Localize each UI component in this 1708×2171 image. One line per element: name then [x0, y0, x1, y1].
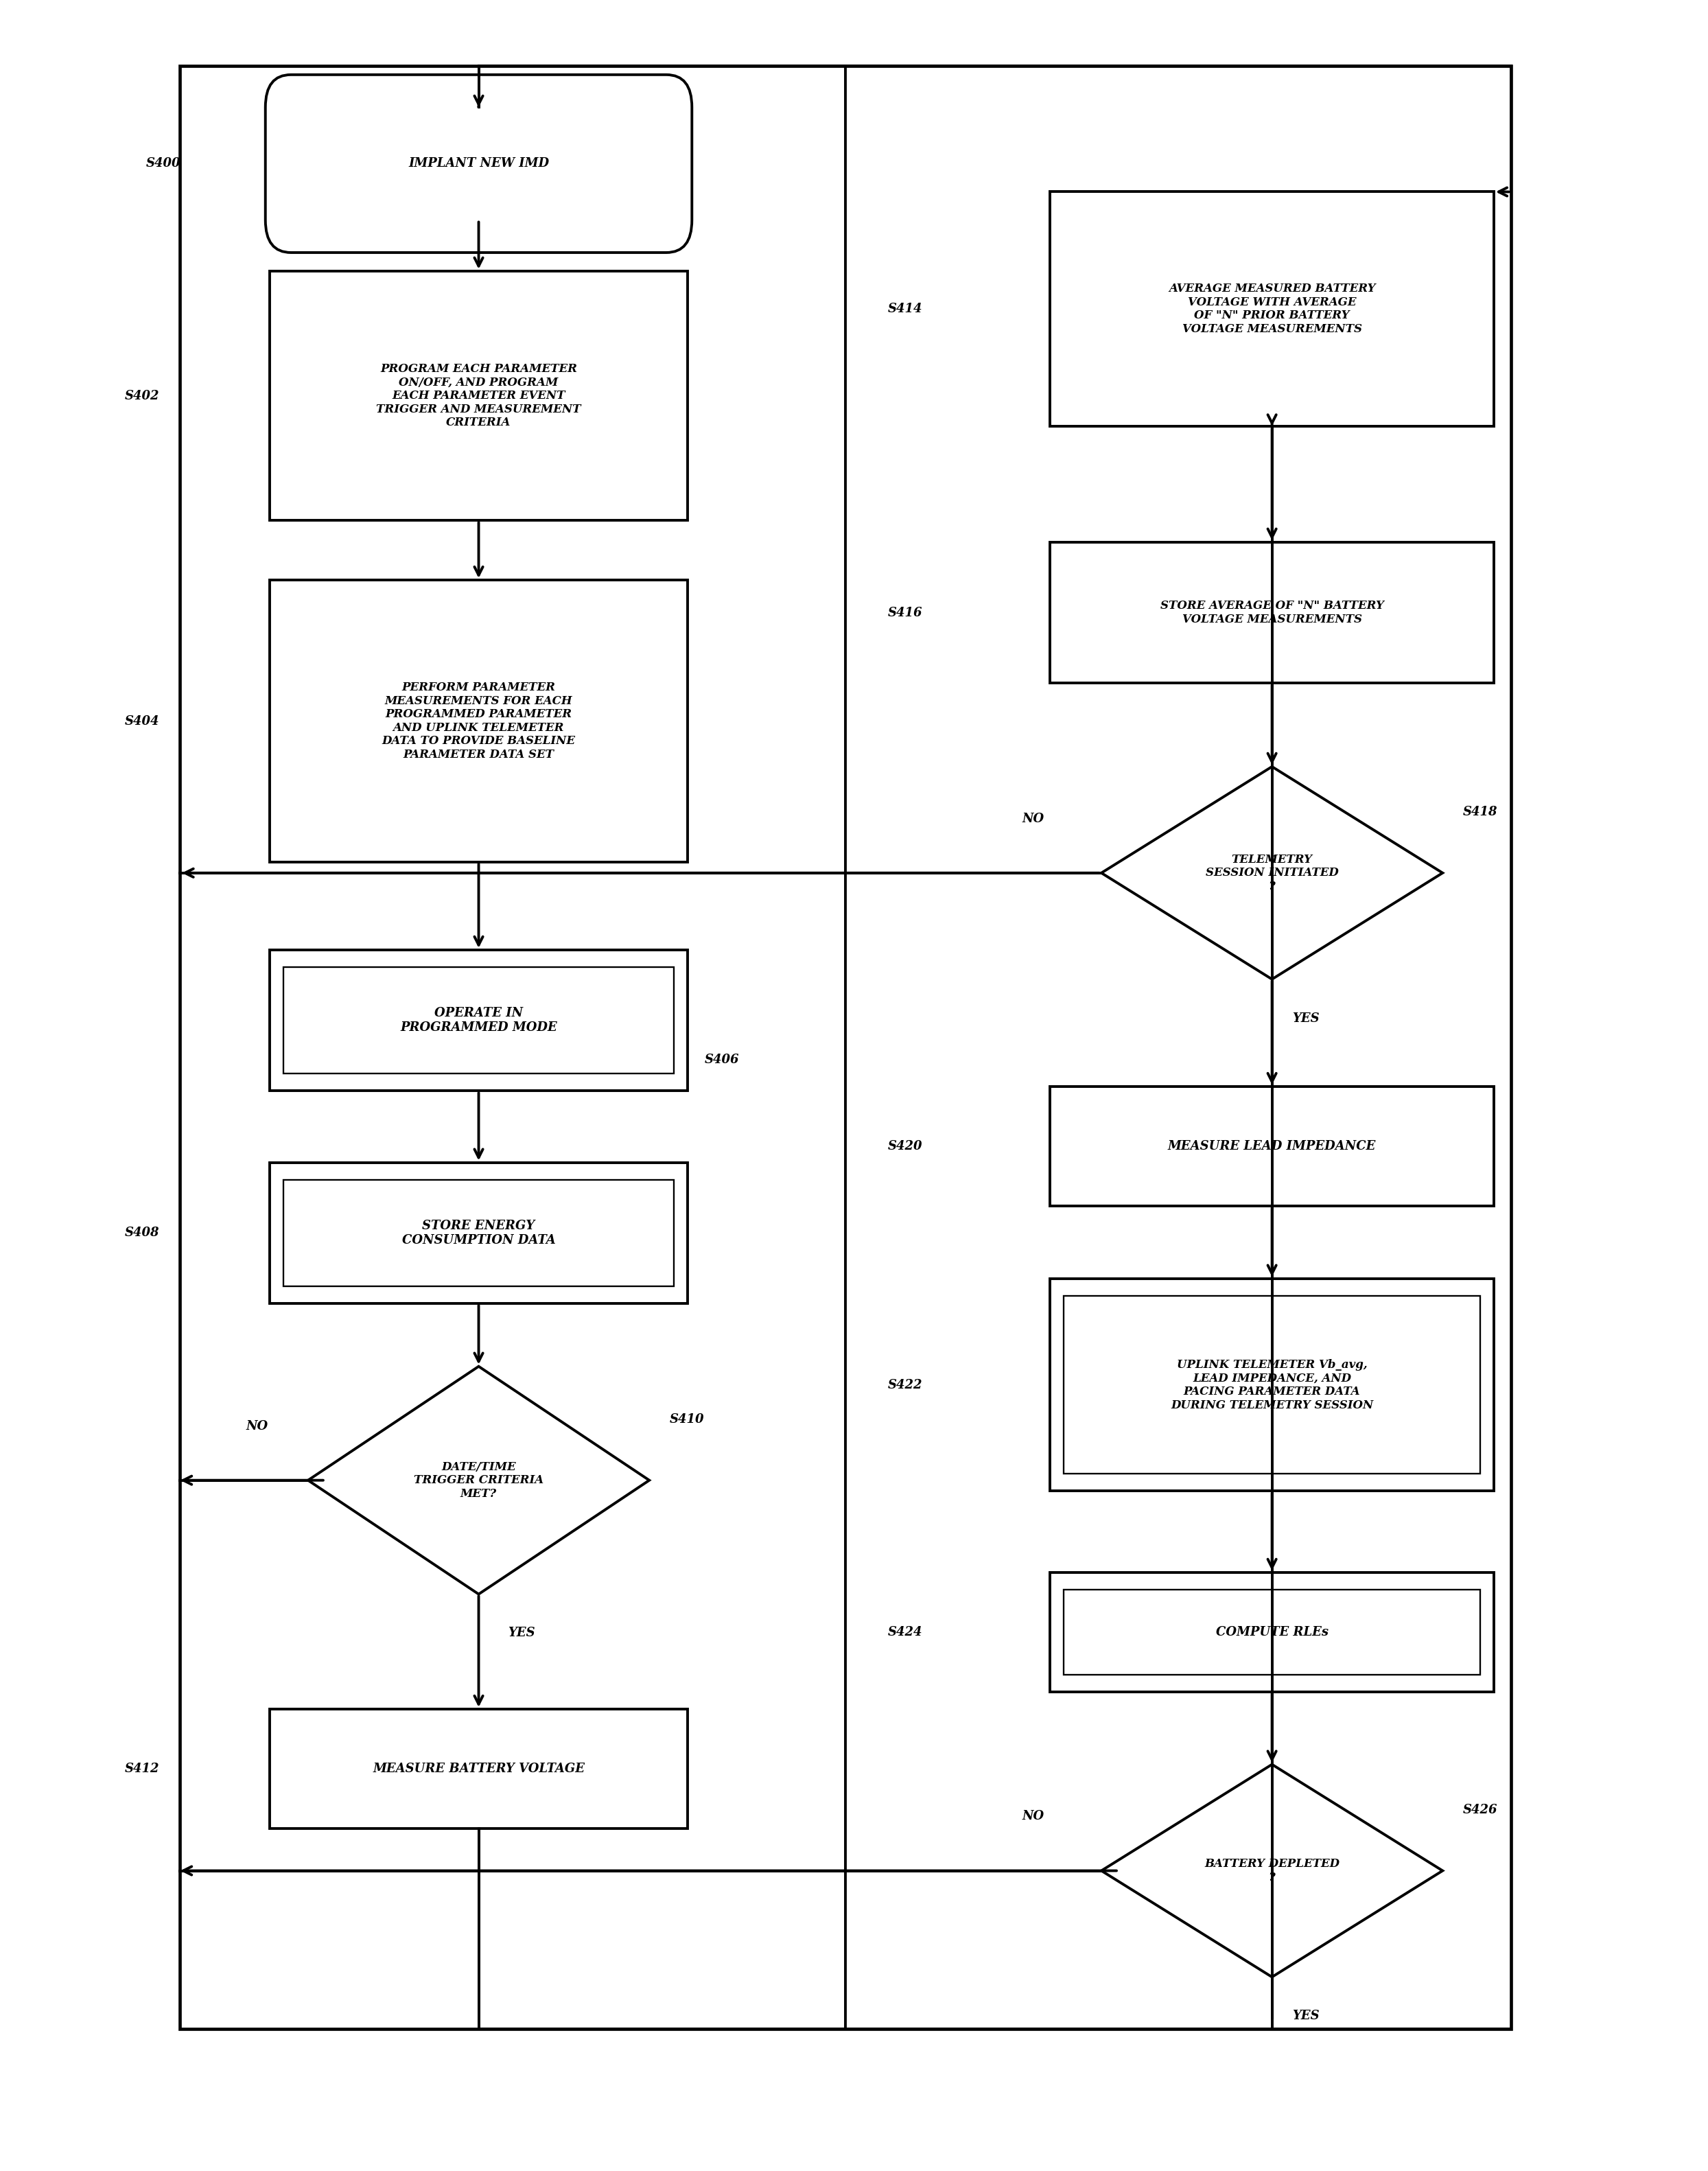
Bar: [1050, 191, 1494, 426]
Text: IMPLANT NEW IMD: IMPLANT NEW IMD: [408, 158, 548, 169]
Bar: [284, 1179, 675, 1285]
Polygon shape: [1102, 766, 1443, 979]
Bar: [1064, 1589, 1481, 1674]
Text: S410: S410: [670, 1413, 704, 1426]
Polygon shape: [307, 1366, 649, 1594]
Text: S400: S400: [145, 158, 181, 169]
Bar: [1050, 1279, 1494, 1491]
Text: NO: NO: [1021, 1811, 1044, 1824]
Bar: [270, 580, 688, 862]
Text: NO: NO: [246, 1420, 268, 1433]
Bar: [1050, 543, 1494, 684]
Text: MEASURE LEAD IMPEDANCE: MEASURE LEAD IMPEDANCE: [1168, 1140, 1377, 1153]
Bar: [1050, 1086, 1494, 1205]
Text: MEASURE BATTERY VOLTAGE: MEASURE BATTERY VOLTAGE: [372, 1763, 584, 1776]
Text: UPLINK TELEMETER Vb_avg,
LEAD IMPEDANCE, AND
PACING PARAMETER DATA
DURING TELEME: UPLINK TELEMETER Vb_avg, LEAD IMPEDANCE,…: [1170, 1359, 1373, 1411]
Text: S424: S424: [888, 1626, 922, 1639]
Text: NO: NO: [1021, 812, 1044, 825]
Text: S426: S426: [1464, 1804, 1498, 1817]
Bar: [270, 271, 688, 521]
Text: YES: YES: [1293, 2010, 1320, 2021]
Text: S414: S414: [888, 302, 922, 315]
Bar: [1064, 1296, 1481, 1474]
Text: PERFORM PARAMETER
MEASUREMENTS FOR EACH
PROGRAMMED PARAMETER
AND UPLINK TELEMETE: PERFORM PARAMETER MEASUREMENTS FOR EACH …: [383, 682, 576, 760]
Text: S422: S422: [888, 1379, 922, 1392]
Text: S416: S416: [888, 606, 922, 619]
Text: STORE ENERGY
CONSUMPTION DATA: STORE ENERGY CONSUMPTION DATA: [401, 1220, 555, 1246]
Bar: [179, 65, 1512, 2030]
Text: S402: S402: [125, 389, 159, 402]
Text: S404: S404: [125, 714, 159, 727]
Polygon shape: [1102, 1765, 1443, 1978]
Text: STORE AVERAGE OF "N" BATTERY
VOLTAGE MEASUREMENTS: STORE AVERAGE OF "N" BATTERY VOLTAGE MEA…: [1160, 599, 1383, 625]
Text: OPERATE IN
PROGRAMMED MODE: OPERATE IN PROGRAMMED MODE: [400, 1007, 557, 1033]
Text: PROGRAM EACH PARAMETER
ON/OFF, AND PROGRAM
EACH PARAMETER EVENT
TRIGGER AND MEAS: PROGRAM EACH PARAMETER ON/OFF, AND PROGR…: [376, 363, 581, 428]
Text: S420: S420: [888, 1140, 922, 1153]
Text: S406: S406: [705, 1053, 740, 1066]
Bar: [270, 1709, 688, 1828]
Bar: [270, 1161, 688, 1303]
Text: TELEMETRY
SESSION INITIATED
?: TELEMETRY SESSION INITIATED ?: [1206, 853, 1339, 892]
Text: S412: S412: [125, 1763, 159, 1776]
FancyBboxPatch shape: [265, 74, 692, 252]
Text: YES: YES: [507, 1626, 535, 1639]
Bar: [1050, 1572, 1494, 1691]
Text: DATE/TIME
TRIGGER CRITERIA
MET?: DATE/TIME TRIGGER CRITERIA MET?: [413, 1461, 543, 1500]
Text: BATTERY DEPLETED
?: BATTERY DEPLETED ?: [1204, 1858, 1339, 1882]
Text: YES: YES: [1293, 1012, 1320, 1025]
Text: AVERAGE MEASURED BATTERY
VOLTAGE WITH AVERAGE
OF "N" PRIOR BATTERY
VOLTAGE MEASU: AVERAGE MEASURED BATTERY VOLTAGE WITH AV…: [1168, 282, 1375, 334]
Bar: [270, 951, 688, 1090]
Bar: [284, 968, 675, 1075]
Text: COMPUTE RLEs: COMPUTE RLEs: [1216, 1626, 1329, 1639]
Text: S418: S418: [1464, 805, 1498, 818]
Text: S408: S408: [125, 1227, 159, 1240]
